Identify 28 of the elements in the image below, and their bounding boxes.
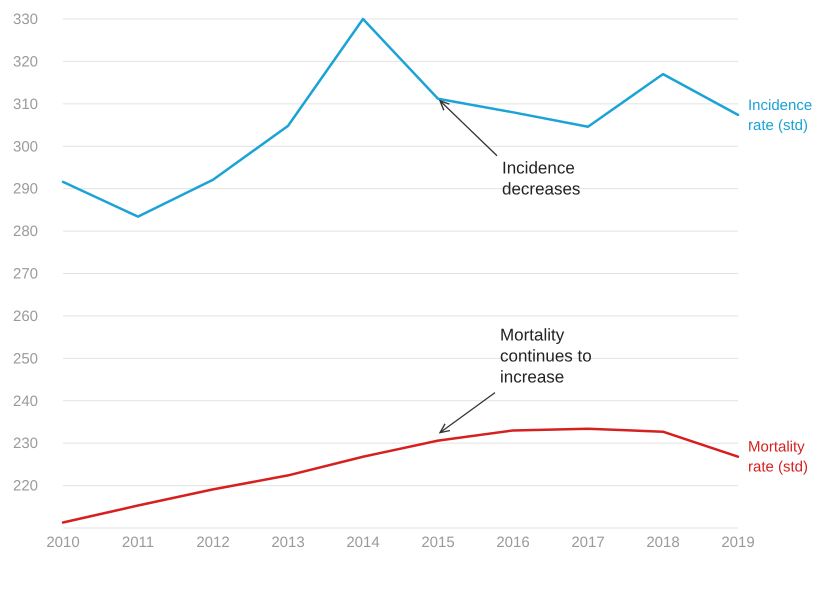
x-tick-label: 2018 xyxy=(646,534,680,551)
x-tick-label: 2015 xyxy=(421,534,455,551)
series-label: Incidence rate (std) xyxy=(748,96,812,134)
x-tick-label: 2016 xyxy=(496,534,530,551)
y-tick-label: 220 xyxy=(13,478,38,495)
line-series xyxy=(62,18,740,218)
annotation: Incidence decreases xyxy=(502,158,580,199)
x-tick-label: 2013 xyxy=(271,534,305,551)
annotation: Mortality continues to increase xyxy=(500,326,592,387)
y-tick-label: 290 xyxy=(13,180,38,198)
x-tick-label: 2010 xyxy=(46,534,80,551)
y-tick-label: 260 xyxy=(13,308,38,325)
y-tick-label: 240 xyxy=(13,392,38,410)
x-tick-label: 2011 xyxy=(122,534,154,551)
line-series xyxy=(62,427,740,524)
y-tick-label: 320 xyxy=(13,53,38,70)
y-tick-label: 270 xyxy=(13,266,38,282)
y-tick-label: 250 xyxy=(13,350,38,368)
series-label: Mortality rate (std) xyxy=(748,438,808,476)
x-tick-label: 2014 xyxy=(346,534,380,551)
y-tick-label: 310 xyxy=(13,96,38,113)
y-tick-label: 280 xyxy=(13,223,38,240)
y-tick-label: 300 xyxy=(13,138,38,156)
x-tick-label: 2012 xyxy=(196,534,230,551)
y-tick-label: 330 xyxy=(13,11,38,28)
y-tick-label: 230 xyxy=(13,435,38,452)
x-tick-label: 2019 xyxy=(721,534,755,551)
x-tick-label: 2017 xyxy=(571,534,605,551)
